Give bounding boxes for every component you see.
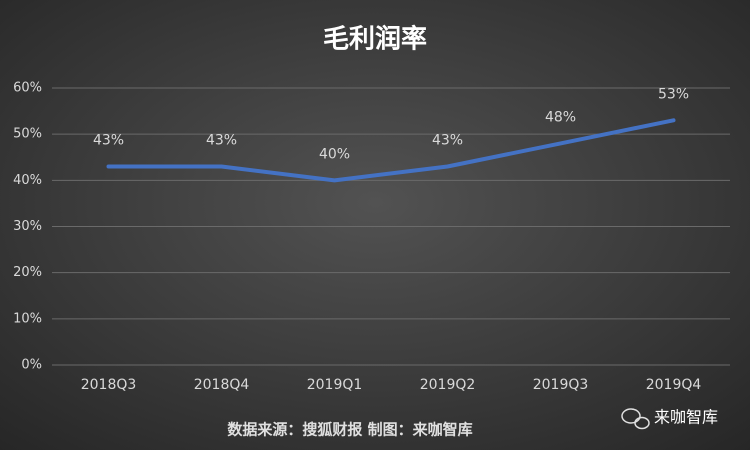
y-tick-label: 30% <box>13 219 42 234</box>
y-tick-label: 10% <box>13 311 42 326</box>
data-label: 43% <box>432 132 463 148</box>
y-tick-label: 60% <box>13 81 42 96</box>
data-label: 40% <box>319 146 350 162</box>
chart-title: 毛利润率 <box>323 24 427 55</box>
x-tick-label: 2019Q1 <box>307 377 363 393</box>
x-tick-label: 2019Q4 <box>646 377 702 393</box>
x-tick-label: 2019Q2 <box>420 377 476 393</box>
watermark: 来咖智库 <box>654 408 718 427</box>
x-tick-label: 2018Q4 <box>194 377 250 393</box>
wechat-icon <box>621 408 650 430</box>
y-tick-label: 50% <box>13 127 42 142</box>
data-label: 43% <box>206 132 237 148</box>
y-tick-label: 0% <box>21 358 42 373</box>
x-tick-label: 2018Q3 <box>81 377 137 393</box>
y-tick-label: 40% <box>13 173 42 188</box>
data-label: 53% <box>658 86 689 102</box>
data-label: 48% <box>545 109 576 125</box>
source-note: 数据来源：搜狐财报 制图：来咖智库 <box>227 421 472 439</box>
data-line <box>106 118 676 183</box>
data-label: 43% <box>93 132 124 148</box>
x-tick-label: 2019Q3 <box>533 377 589 393</box>
y-tick-label: 20% <box>13 265 42 280</box>
